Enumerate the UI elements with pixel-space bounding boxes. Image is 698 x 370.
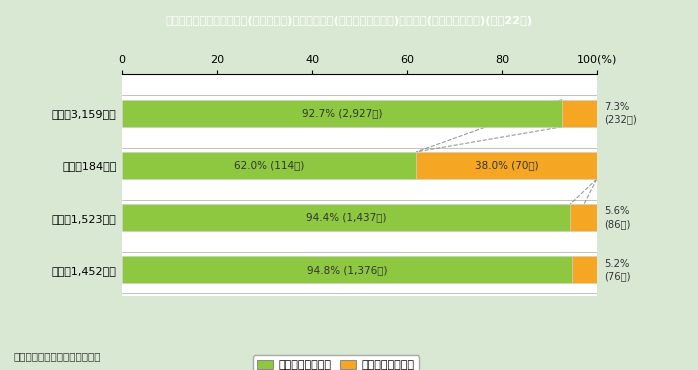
Bar [562,100,597,127]
Text: 94.8% (1,376件): 94.8% (1,376件) [307,265,387,275]
Text: 7.3%
(232件): 7.3% (232件) [604,102,637,124]
Legend: 女性配偶者の割合, 男性配偶者の割合: 女性配偶者の割合, 男性配偶者の割合 [253,356,419,370]
Bar [122,204,570,231]
Bar [122,100,562,127]
Bar [122,256,572,283]
Text: 5.2%
(76件): 5.2% (76件) [604,259,630,281]
Bar [570,204,597,231]
Text: 62.0% (114件): 62.0% (114件) [234,161,304,171]
Bar [572,256,597,283]
Text: 94.4% (1,437件): 94.4% (1,437件) [306,213,387,223]
Bar [122,152,417,179]
Text: （備考）警察庁資料より作成。: （備考）警察庁資料より作成。 [14,351,101,361]
Text: 38.0% (70件): 38.0% (70件) [475,161,538,171]
Text: 5.6%
(86件): 5.6% (86件) [604,206,630,229]
Text: 92.7% (2,927件): 92.7% (2,927件) [302,108,383,118]
Text: 第１－６－３図　配偶者間(内縁を含む)における犯罪(殺人，傷害，暴行)の被害者(検挙件数の割合)(平成22年): 第１－６－３図 配偶者間(内縁を含む)における犯罪(殺人，傷害，暴行)の被害者(… [165,16,533,26]
Bar [417,152,597,179]
